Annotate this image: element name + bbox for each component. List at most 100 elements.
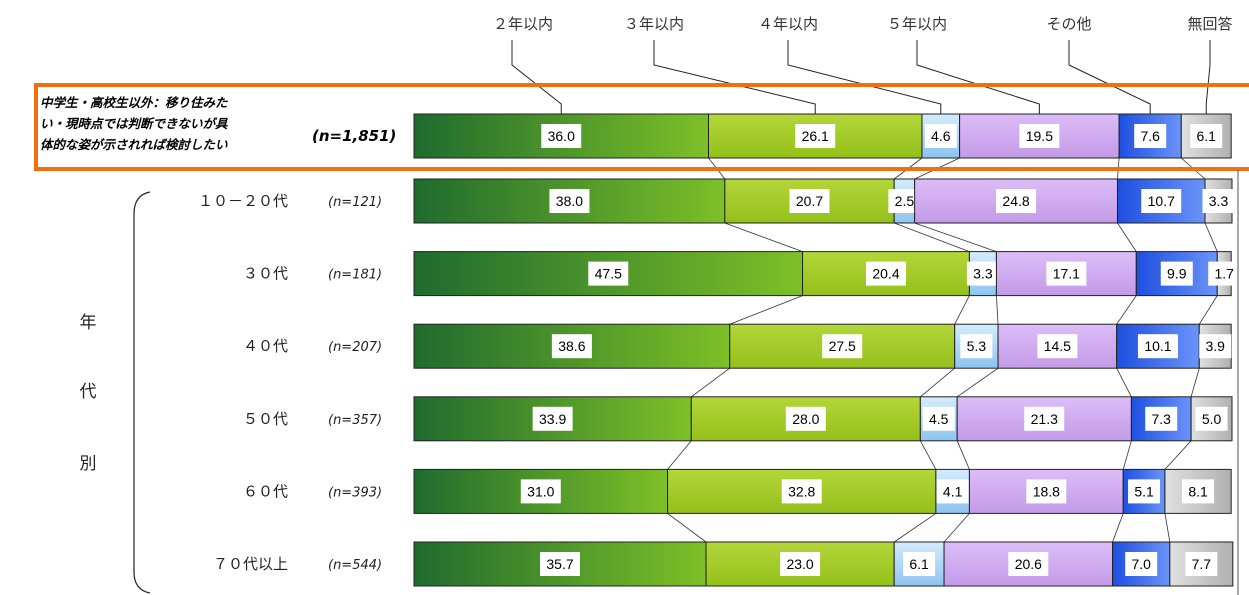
connector-line: [943, 513, 970, 543]
row-n-label: (n=357): [328, 413, 382, 428]
value-label: 38.6: [558, 338, 585, 354]
connector-line: [954, 295, 970, 325]
highlight-label-line: い・現時点では判断できないが具: [40, 116, 228, 131]
value-label-bg: [1134, 124, 1167, 148]
value-label: 32.8: [788, 483, 815, 499]
highlight-n-label: (n=1,851): [312, 127, 396, 145]
legend-label: ３年以内: [624, 15, 684, 33]
connector-line: [1198, 295, 1218, 325]
row-label: ４０代: [243, 337, 288, 355]
value-label: 5.0: [1202, 411, 1222, 427]
connector-line: [894, 222, 970, 252]
connector-line: [919, 440, 937, 470]
group-label-char: 代: [80, 382, 97, 402]
value-label: 4.1: [943, 483, 963, 499]
value-label: 5.1: [1134, 483, 1154, 499]
value-label: 35.7: [546, 556, 573, 572]
value-label-bg: [1202, 189, 1235, 213]
value-label: 31.0: [527, 483, 554, 499]
value-label-bg: [1008, 552, 1049, 576]
row-label: ７０代以上: [213, 555, 288, 573]
value-label: 24.8: [1002, 193, 1029, 209]
value-label: 3.9: [1205, 338, 1225, 354]
value-label: 7.6: [1140, 128, 1160, 144]
value-label: 27.5: [829, 338, 856, 354]
legend-leader-line: [653, 40, 816, 114]
value-label-bg: [520, 479, 561, 504]
value-label-bg: [865, 261, 906, 286]
connector-lines: [667, 157, 1218, 543]
value-label: 9.9: [1167, 266, 1187, 282]
value-label-bg: [795, 124, 836, 148]
connector-line: [996, 295, 999, 325]
value-label: 1.7: [1214, 266, 1234, 282]
value-label: 17.1: [1053, 266, 1080, 282]
row-label: ５０代: [243, 410, 288, 428]
value-label: 8.1: [1188, 483, 1208, 499]
value-label-bg: [1037, 334, 1078, 359]
value-label-bg: [1125, 552, 1158, 576]
group-label-char: 年: [80, 313, 97, 333]
group-bracket: [133, 191, 151, 594]
value-label: 5.3: [967, 338, 987, 354]
value-label: 4.6: [931, 128, 951, 144]
value-label: 18.8: [1033, 483, 1060, 499]
value-label: 23.0: [786, 556, 813, 572]
connector-line: [667, 440, 692, 470]
value-label-bg: [785, 406, 826, 431]
value-label: 28.0: [792, 411, 819, 427]
value-label: 20.7: [796, 193, 823, 209]
connector-line: [1122, 440, 1132, 470]
row-labels: 中学生・高校生以外：移り住みたい・現時点では判断できないが具体的な姿が示されれば…: [34, 83, 1249, 595]
value-label-bg: [924, 124, 957, 148]
value-label: 10.7: [1148, 193, 1175, 209]
value-label: 19.5: [1026, 128, 1053, 144]
legend-label: その他: [1046, 15, 1091, 33]
value-label: 4.5: [929, 411, 949, 427]
connector-line: [914, 222, 997, 252]
connector-line: [1117, 222, 1137, 252]
value-label: 47.5: [595, 266, 622, 282]
connector-line: [691, 367, 730, 398]
value-label: 7.0: [1131, 556, 1151, 572]
legend-leader-line: [1068, 40, 1151, 114]
row-n-label: (n=207): [328, 340, 382, 355]
connector-line: [729, 295, 803, 325]
row-n-label: (n=121): [328, 195, 382, 210]
row-n-label: (n=544): [328, 558, 382, 573]
legend-label: ４年以内: [758, 15, 818, 33]
row-label: ６０代: [243, 482, 288, 500]
highlight-label-line: 体的な姿が示されれば検討したい: [40, 137, 228, 152]
bar-segment: [997, 323, 1118, 369]
bars-area: 36.0 26.1 4.6 19.5 7.6 6.1 38.0 20.7 2.5 24.8 10.7…: [413, 113, 1241, 587]
legend-label: ５年以内: [887, 15, 947, 33]
legend-leader-line: [1205, 40, 1211, 114]
value-label: 3.3: [973, 266, 993, 282]
highlight-border: [34, 83, 1249, 171]
value-label-bg: [1046, 261, 1087, 286]
value-label-bg: [781, 479, 822, 504]
connector-line: [956, 440, 970, 470]
value-label-bg: [1141, 189, 1182, 213]
value-label-bg: [996, 189, 1037, 213]
legend-leader-line: [511, 40, 562, 114]
connector-line: [1116, 295, 1137, 325]
connector-line: [1116, 368, 1132, 397]
connector-line: [920, 367, 955, 398]
value-label-bg: [588, 261, 629, 286]
connector-line: [724, 222, 803, 252]
bar-segment: [705, 541, 895, 587]
value-label-bg: [922, 406, 955, 431]
value-label-bg: [1208, 261, 1241, 286]
value-label-bg: [1195, 406, 1228, 431]
row-n-label: (n=181): [328, 268, 382, 283]
connector-line: [1112, 513, 1124, 543]
connector-line: [1190, 368, 1200, 397]
value-label-bg: [936, 479, 969, 504]
value-label-bg: [1128, 479, 1161, 504]
value-label-bg: [960, 334, 993, 359]
legend: ２年以内 ３年以内 ４年以内 ５年以内 その他 無回答: [493, 15, 1233, 114]
value-label: 14.5: [1044, 338, 1071, 354]
value-label-bg: [1019, 124, 1060, 148]
value-label-bg: [780, 552, 821, 576]
